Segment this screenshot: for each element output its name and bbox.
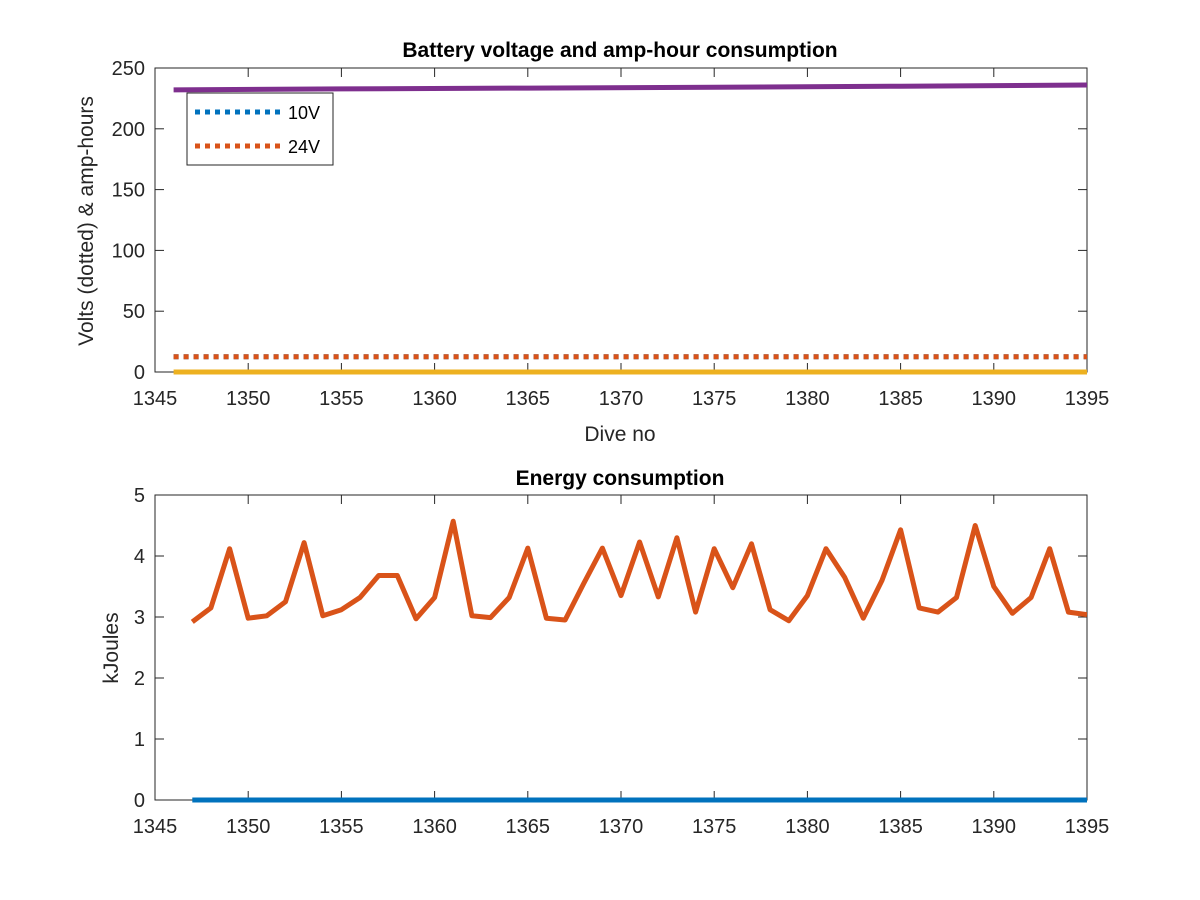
x-tick-label: 1360 [412,388,457,410]
x-tick-label: 1390 [972,816,1017,838]
y-tick-label: 100 [112,240,145,262]
legend: 10V 24V [186,92,334,166]
x-tick-label: 1370 [599,816,644,838]
x-tick-label: 1365 [506,816,551,838]
chart-title: Energy consumption [516,467,725,490]
y-tick-label: 250 [112,58,145,80]
x-tick-label: 1345 [133,816,178,838]
x-tick-label: 1390 [972,388,1017,410]
x-tick-label: 1375 [692,816,737,838]
x-tick-label: 1355 [319,816,364,838]
y-tick-label: 3 [134,607,145,629]
x-tick-label: 1375 [692,388,737,410]
y-tick-label: 0 [134,790,145,812]
x-tick-label: 1365 [506,388,551,410]
x-tick-label: 1355 [319,388,364,410]
y-tick-label: 5 [134,485,145,507]
x-tick-label: 1380 [785,388,830,410]
series-group [173,82,1087,375]
y-tick-label: 200 [112,119,145,141]
y-axis-label: kJoules [100,612,123,683]
y-tick-label: 0 [134,362,145,384]
plot-area: 1345 1350 1355 1360 1365 1370 1375 1380 1385 1390… [133,485,1110,838]
series-group [190,518,1087,803]
x-tick-label: 1360 [412,816,457,838]
y-tick-label: 50 [123,301,145,323]
x-tick-label: 1385 [878,816,923,838]
x-axis-label: Dive no [584,423,655,446]
x-tick-label: 1395 [1065,388,1110,410]
y-tick-label: 150 [112,180,145,202]
legend-label-10v: 10V [288,103,320,123]
series-line-0 [190,518,1087,624]
y-tick-label: 4 [134,546,145,568]
legend-label-24v: 24V [288,137,320,157]
series-line-3 [173,82,1087,93]
plot-area: 1345 1350 1355 1360 1365 1370 1375 1380 1385 1390… [112,58,1110,410]
y-axis-label: Volts (dotted) & amp-hours [75,96,98,346]
x-tick-label: 1350 [226,816,271,838]
y-tick-label: 2 [134,668,145,690]
x-tick-label: 1385 [878,388,923,410]
x-tick-label: 1350 [226,388,271,410]
energy-chart: Energy consumption 1345 1350 1355 1360 1365 1… [100,467,1109,838]
x-tick-label: 1345 [133,388,178,410]
legend-box [186,92,334,166]
x-tick-label: 1380 [785,816,830,838]
x-tick-label: 1370 [599,388,644,410]
x-tick-label: 1395 [1065,816,1110,838]
voltage-chart: Battery voltage and amp-hour consumption… [75,39,1109,446]
y-tick-label: 1 [134,729,145,751]
chart-title: Battery voltage and amp-hour consumption [402,39,837,62]
